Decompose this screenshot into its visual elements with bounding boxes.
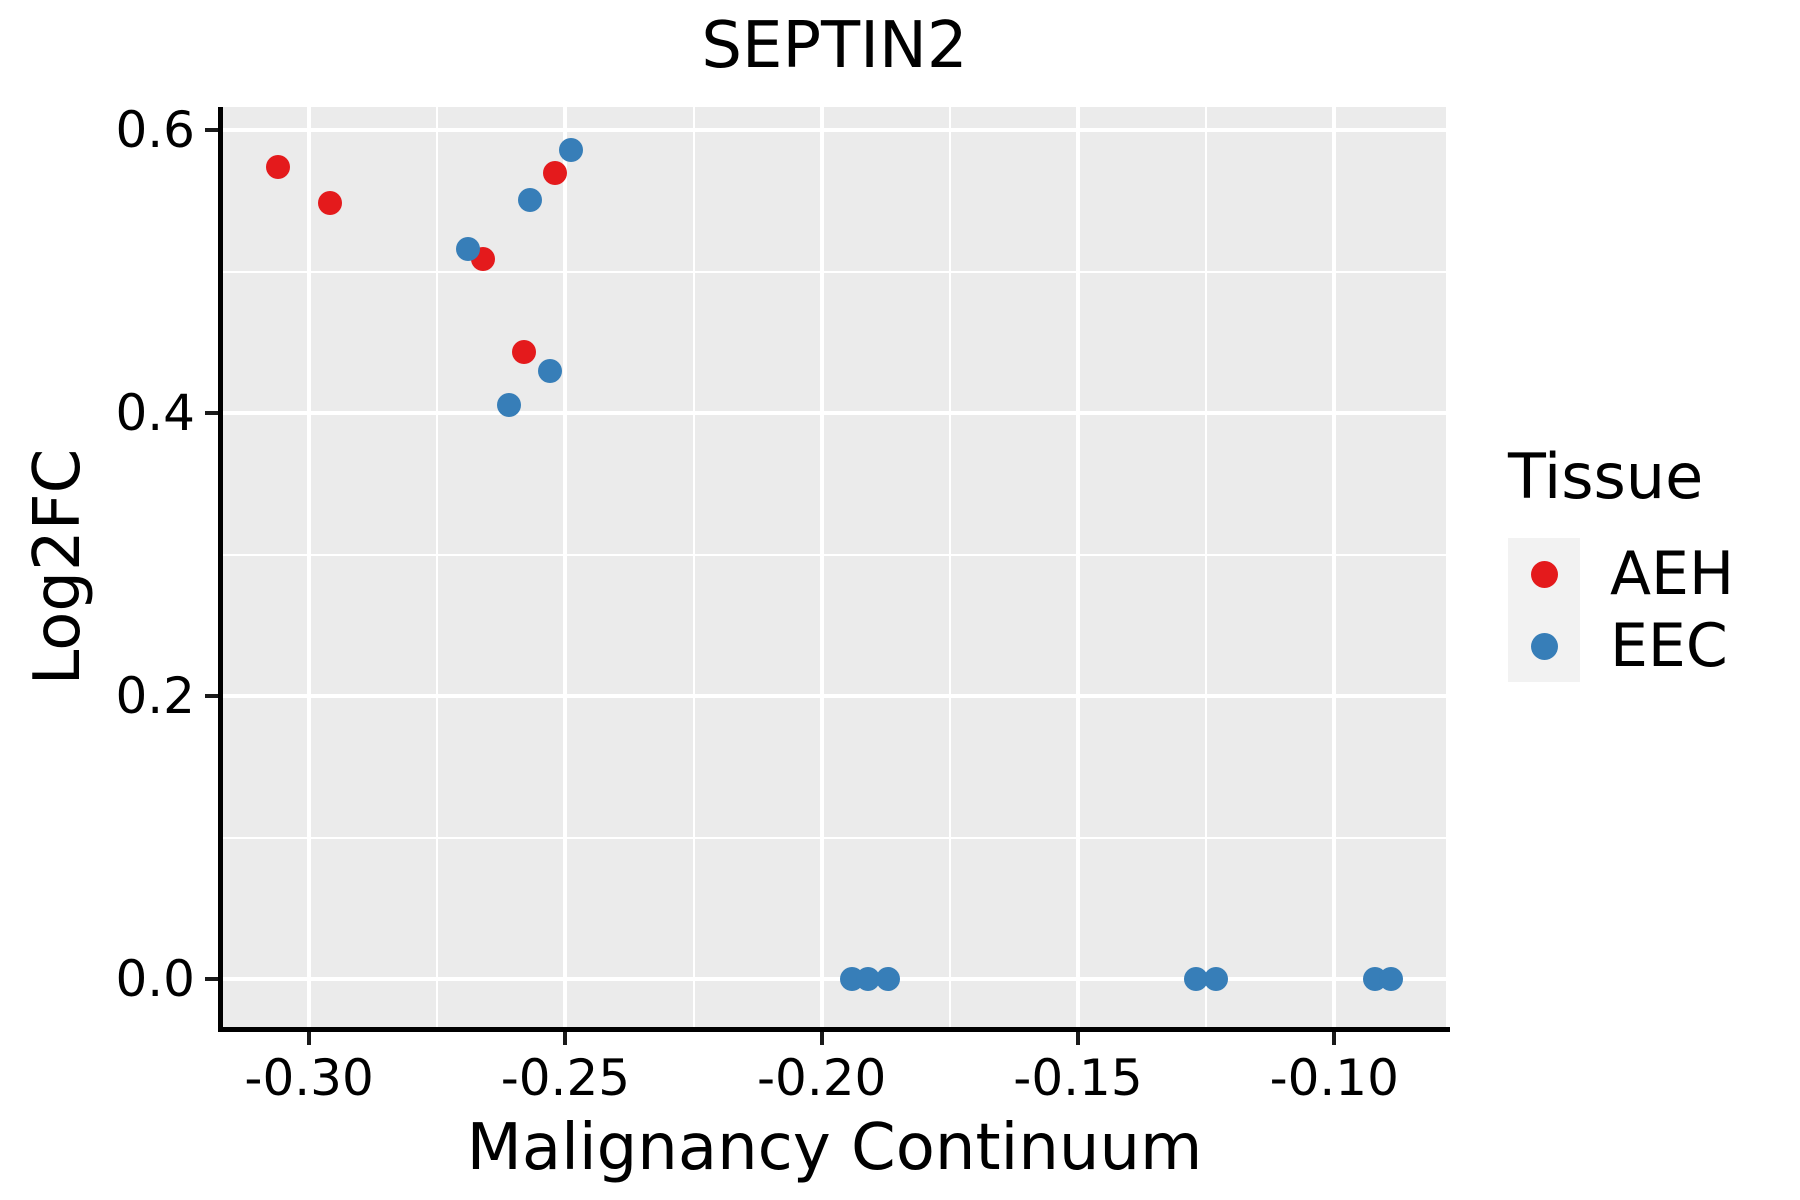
legend-entry-aeh: AEH [1508, 538, 1734, 610]
y-tick-mark [205, 976, 218, 981]
y-tick-mark [205, 694, 218, 699]
y-tick-label: 0.0 [115, 949, 195, 1008]
legend-label: AEH [1610, 539, 1735, 609]
x-minor-gridline [436, 107, 439, 1027]
y-minor-gridline [223, 270, 1446, 273]
plot-title: SEPTIN2 [701, 9, 968, 83]
legend-title: Tissue [1508, 440, 1704, 513]
plot-panel [223, 107, 1446, 1027]
legend-dot-eec [1530, 632, 1558, 660]
data-point-eec [517, 187, 542, 212]
data-point-aeh [266, 155, 291, 180]
legend-entries: AEH EEC [1508, 538, 1734, 682]
data-point-eec [1378, 966, 1403, 991]
y-tick-label: 0.4 [115, 384, 195, 443]
x-minor-gridline [692, 107, 695, 1027]
data-point-eec [1183, 966, 1208, 991]
y-axis-line [218, 107, 223, 1032]
data-point-eec [855, 966, 880, 991]
legend-label: EEC [1610, 611, 1728, 681]
y-minor-gridline [223, 553, 1446, 556]
x-minor-gridline [948, 107, 951, 1027]
x-tick-mark [1075, 1032, 1080, 1045]
x-axis-title: Malignancy Continuum [466, 1111, 1203, 1185]
y-major-gridline [223, 411, 1446, 416]
x-major-gridline [1332, 107, 1337, 1027]
y-axis-title-text: Log2FC [21, 448, 95, 686]
data-point-aeh [317, 190, 342, 215]
x-tick-mark [1332, 1032, 1337, 1045]
data-point-eec [1204, 966, 1229, 991]
y-tick-mark [205, 128, 218, 133]
x-major-gridline [307, 107, 312, 1027]
data-point-aeh [512, 340, 537, 365]
x-major-gridline [563, 107, 568, 1027]
y-major-gridline [223, 976, 1446, 981]
legend-dot-aeh [1530, 560, 1558, 588]
x-tick-label: -0.15 [1013, 1049, 1143, 1107]
legend-entry-eec: EEC [1508, 610, 1734, 682]
data-point-eec [497, 392, 522, 417]
x-tick-label: -0.30 [244, 1049, 374, 1107]
legend-key [1508, 538, 1580, 610]
x-major-gridline [819, 107, 824, 1027]
x-major-gridline [1075, 107, 1080, 1027]
legend: Tissue AEH EEC [1508, 442, 1734, 682]
x-tick-mark [307, 1032, 312, 1045]
x-axis-line [218, 1027, 1450, 1032]
x-tick-label: -0.10 [1269, 1049, 1399, 1107]
data-point-aeh [543, 160, 568, 185]
x-tick-label: -0.25 [500, 1049, 631, 1107]
x-tick-mark [819, 1032, 824, 1045]
x-tick-mark [563, 1032, 568, 1045]
x-tick-label: -0.20 [756, 1049, 887, 1107]
y-major-gridline [223, 128, 1446, 133]
y-tick-mark [205, 411, 218, 416]
data-point-eec [538, 358, 563, 383]
x-minor-gridline [1205, 107, 1208, 1027]
y-tick-label: 0.6 [115, 101, 195, 160]
data-point-eec [558, 138, 583, 163]
legend-key [1508, 610, 1580, 682]
y-tick-label: 0.2 [115, 667, 195, 726]
data-point-eec [456, 237, 480, 262]
data-point-eec [876, 966, 901, 991]
y-minor-gridline [223, 836, 1446, 839]
y-major-gridline [223, 694, 1446, 699]
